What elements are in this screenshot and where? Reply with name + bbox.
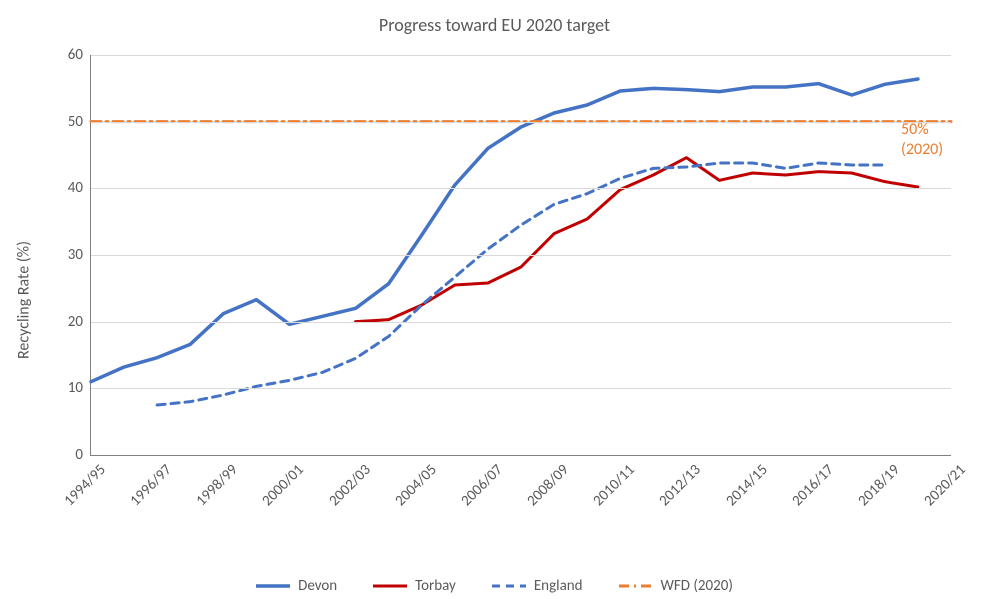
- x-tick-label: 1996/97: [118, 461, 176, 519]
- x-tick-label: 2018/19: [846, 461, 904, 519]
- target-label-line1: 50%: [901, 120, 943, 140]
- x-tick-label: 2010/11: [581, 461, 639, 519]
- x-tick-label: 1994/95: [52, 461, 110, 519]
- legend-item: Torbay: [373, 577, 456, 595]
- legend-label: WFD (2020): [661, 577, 733, 595]
- legend-label: Torbay: [415, 577, 456, 595]
- x-tick-label: 2014/15: [713, 461, 771, 519]
- grid-line: [91, 122, 951, 123]
- series-torbay: [356, 158, 918, 322]
- y-tick-label: 40: [68, 179, 83, 197]
- legend-item: England: [492, 577, 583, 595]
- x-tick-label: 2012/13: [647, 461, 705, 519]
- x-tick-label: 2002/03: [316, 461, 374, 519]
- grid-line: [91, 255, 951, 256]
- y-tick-label: 0: [75, 446, 83, 464]
- y-tick-label: 50: [68, 113, 83, 131]
- legend-label: England: [534, 577, 583, 595]
- target-label: 50% (2020): [901, 120, 943, 160]
- x-tick-label: 2004/05: [383, 461, 441, 519]
- plot-area: 50% (2020) 01020304050601994/951996/9719…: [90, 55, 951, 456]
- legend-label: Devon: [298, 577, 337, 595]
- chart-container: Progress toward EU 2020 target Recycling…: [0, 0, 989, 599]
- y-tick-label: 20: [68, 313, 83, 331]
- grid-line: [91, 388, 951, 389]
- x-tick-label: 2016/17: [779, 461, 837, 519]
- x-tick-label: 2008/09: [515, 461, 573, 519]
- x-tick-label: 2006/07: [449, 461, 507, 519]
- x-tick-label: 1998/99: [184, 461, 242, 519]
- y-tick-label: 10: [68, 379, 83, 397]
- series-devon: [91, 79, 918, 382]
- target-label-line2: (2020): [901, 140, 943, 160]
- x-tick-label: 2020/21: [912, 461, 970, 519]
- chart-title: Progress toward EU 2020 target: [0, 14, 989, 36]
- y-tick-label: 60: [68, 46, 83, 64]
- legend-item: WFD (2020): [619, 577, 733, 595]
- series-england: [157, 163, 885, 405]
- grid-line: [91, 188, 951, 189]
- grid-line: [91, 55, 951, 56]
- y-axis-title: Recycling Rate (%): [14, 241, 33, 359]
- grid-line: [91, 322, 951, 323]
- legend: Devon Torbay England WFD (2020): [0, 577, 989, 595]
- legend-item: Devon: [256, 577, 337, 595]
- y-tick-label: 30: [68, 246, 83, 264]
- x-tick-label: 2000/01: [250, 461, 308, 519]
